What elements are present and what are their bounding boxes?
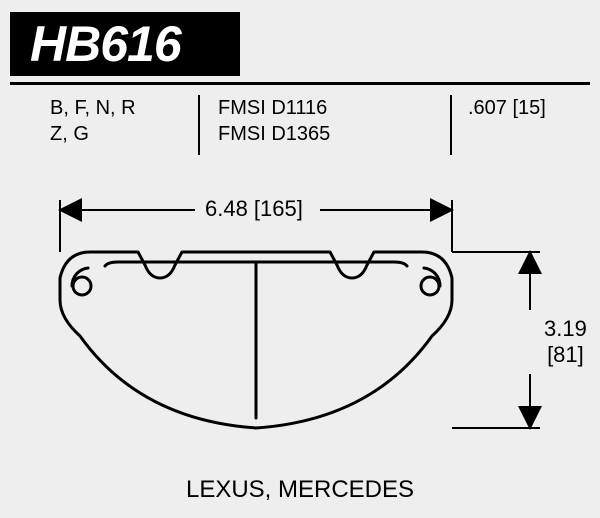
brake-pad-outline <box>60 252 452 428</box>
spec-sheet: HB616 B, F, N, R Z, G FMSI D1116 FMSI D1… <box>0 0 600 518</box>
width-dimension-line <box>60 200 452 252</box>
applications-footer: LEXUS, MERCEDES <box>0 476 600 504</box>
technical-drawing <box>0 0 600 518</box>
height-dimension-line <box>452 252 540 428</box>
